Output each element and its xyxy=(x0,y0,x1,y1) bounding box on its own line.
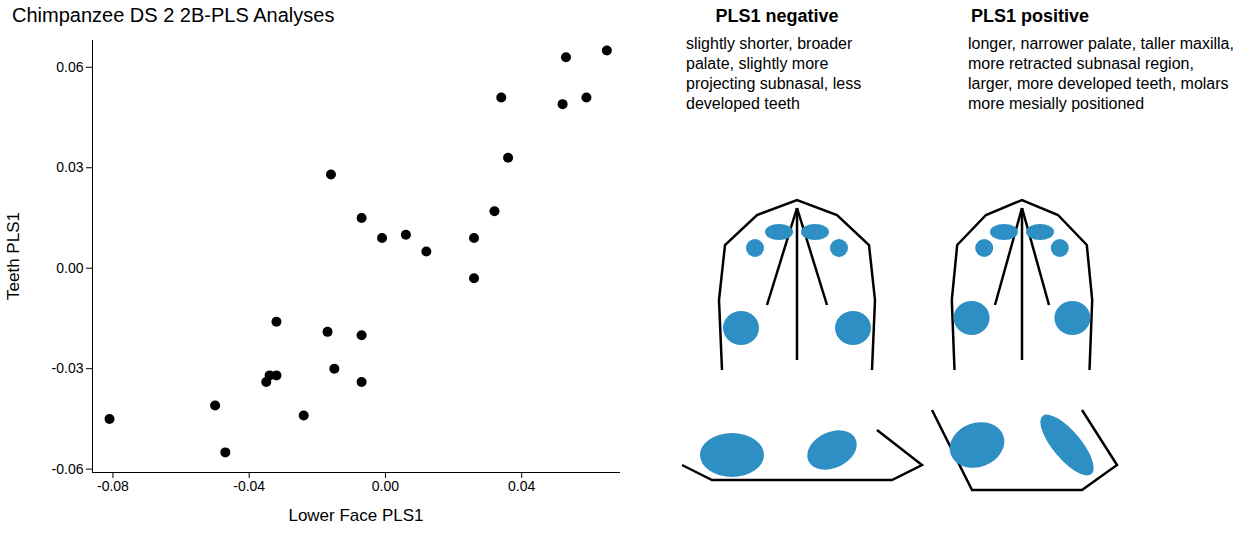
svg-text:0.00: 0.00 xyxy=(56,260,83,276)
svg-text:-0.08: -0.08 xyxy=(97,478,129,494)
html-text:longer, narrower palate, talle: longer, narrower palate, taller maxilla,… xyxy=(968,35,1234,112)
html-text:PLS1 negative: PLS1 negative xyxy=(715,6,839,26)
svg-text:0.06: 0.06 xyxy=(56,59,83,75)
html-text:Chimpanzee DS 2 2B-PLS Analyse: Chimpanzee DS 2 2B-PLS Analyses xyxy=(12,4,335,26)
svg-text:-0.04: -0.04 xyxy=(233,478,265,494)
html-text:slightly shorter, broader pala: slightly shorter, broader palate, slight… xyxy=(686,35,862,112)
svg-text:0.00: 0.00 xyxy=(372,478,399,494)
html-text:Lower Face PLS1: Lower Face PLS1 xyxy=(288,506,424,525)
svg-text:0.03: 0.03 xyxy=(56,159,83,175)
html-text:Teeth PLS1: Teeth PLS1 xyxy=(4,212,23,300)
svg-text:-0.06: -0.06 xyxy=(52,461,84,477)
svg-text:0.04: 0.04 xyxy=(508,478,535,494)
html-text:PLS1 positive: PLS1 positive xyxy=(971,6,1089,26)
svg-text:-0.03: -0.03 xyxy=(52,360,84,376)
